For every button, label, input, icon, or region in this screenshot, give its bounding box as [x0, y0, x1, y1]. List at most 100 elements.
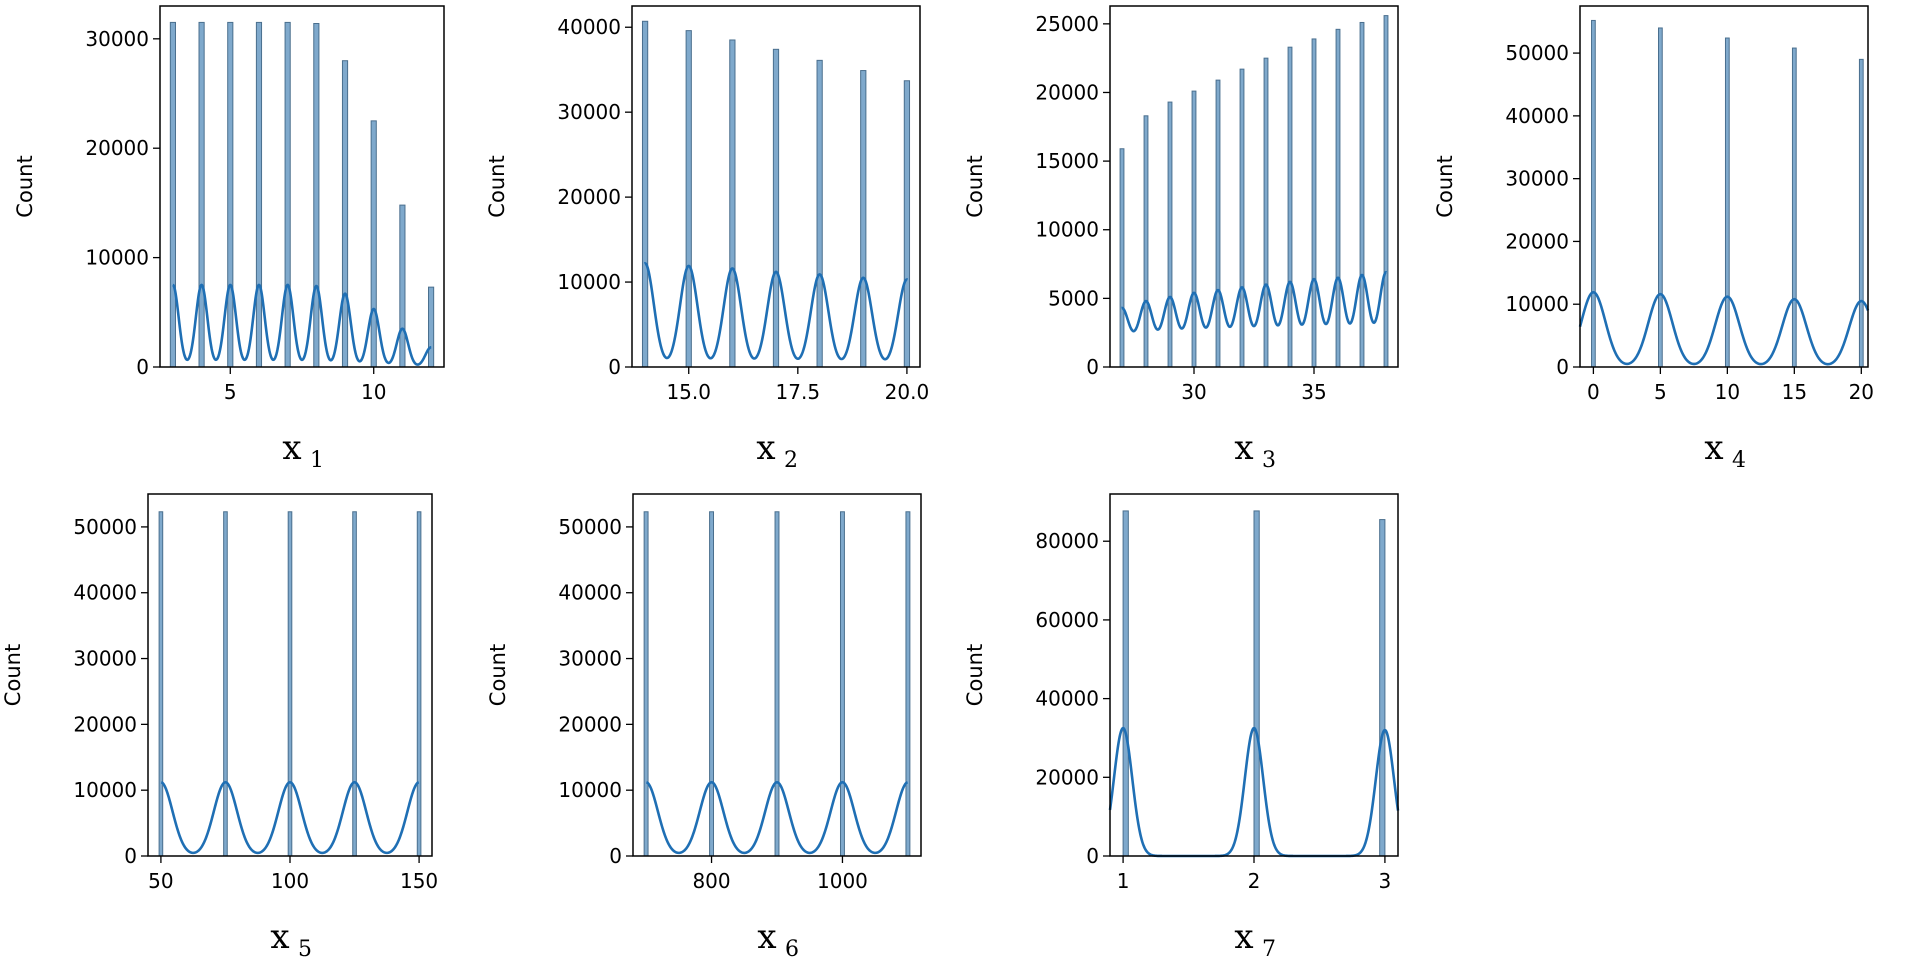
y-axis-label: Count	[486, 644, 510, 706]
histogram-bar	[227, 21, 234, 368]
x-axis-label-subscript: 2	[784, 448, 798, 473]
y-axis-label: Count	[963, 155, 987, 217]
x-tick-label: 10	[1715, 380, 1740, 404]
y-tick-label: 20000	[1035, 80, 1099, 104]
y-tick-label: 10000	[558, 778, 622, 802]
y-axis-label: Count	[1433, 155, 1457, 217]
histogram-bar	[1591, 19, 1596, 368]
y-tick-label: 40000	[1505, 104, 1569, 128]
histogram-bar	[685, 30, 692, 368]
x-tick-label: 100	[271, 869, 309, 893]
y-tick-label: 0	[1086, 844, 1099, 868]
x-axis-label: x	[757, 917, 776, 957]
y-tick-label: 0	[124, 844, 137, 868]
y-tick-label: 40000	[73, 581, 137, 605]
axes-frame	[1579, 5, 1869, 368]
x-tick-label: 15	[1782, 380, 1807, 404]
x-tick-label: 20.0	[885, 380, 930, 404]
histogram-bar	[169, 21, 176, 368]
kde-curve	[160, 780, 420, 855]
x-axis-label: x	[1234, 428, 1253, 468]
histogram-bar	[1263, 57, 1269, 368]
x-tick-label: 3	[1379, 869, 1392, 893]
subplot-5: 0 10000 20000 30000 40000 50000 50 100 150 Count x…	[1, 493, 438, 960]
x-axis-label-subscript: 4	[1732, 448, 1746, 473]
x-tick-label: 1	[1117, 869, 1130, 893]
y-tick-label: 40000	[1035, 687, 1099, 711]
histogram-bar	[1379, 519, 1386, 857]
y-tick-label: 80000	[1035, 529, 1099, 553]
x-axis-label-subscript: 1	[310, 448, 324, 473]
histogram-bar	[641, 20, 649, 368]
x-tick-label: 150	[400, 869, 438, 893]
subplot-4: 0 10000 20000 30000 40000 50000 0 5 10 15 20 Count x…	[1433, 5, 1874, 473]
histogram-bar	[860, 70, 867, 368]
y-tick-label: 50000	[1505, 41, 1569, 65]
y-tick-label: 10000	[1505, 292, 1569, 316]
y-tick-label: 0	[609, 844, 622, 868]
histogram-bar	[1311, 38, 1317, 368]
histogram-bar	[1122, 510, 1129, 857]
histogram-bar	[158, 511, 164, 857]
y-tick-label: 25000	[1035, 12, 1099, 36]
x-tick-label: 10	[361, 380, 386, 404]
histogram-bar	[255, 21, 263, 368]
subplot-6: 0 10000 20000 30000 40000 50000 800 1000 Count x 6	[486, 493, 922, 960]
histogram-bar	[905, 511, 911, 857]
y-tick-label: 0	[1086, 355, 1099, 379]
histogram-bar	[1191, 90, 1197, 368]
x-tick-label: 0	[1587, 380, 1600, 404]
y-tick-label: 0	[136, 355, 149, 379]
axes-frame	[631, 5, 921, 368]
y-tick-label: 20000	[1505, 229, 1569, 253]
histogram-bar	[774, 511, 780, 857]
axes-frame	[1109, 5, 1399, 368]
x-axis-label: x	[1704, 428, 1723, 468]
y-tick-label: 40000	[558, 581, 622, 605]
histogram-bar	[903, 80, 911, 368]
y-axis-label: Count	[963, 644, 987, 706]
x-tick-label: 30	[1181, 380, 1206, 404]
y-tick-label: 30000	[85, 27, 149, 51]
y-tick-label: 50000	[73, 515, 137, 539]
kde-curve	[1121, 270, 1388, 333]
histogram-bar	[1215, 79, 1221, 368]
histogram-bar	[1239, 68, 1245, 368]
y-tick-label: 20000	[73, 712, 137, 736]
histogram-bar	[1359, 21, 1365, 368]
histogram-bar	[223, 511, 228, 857]
y-axis-label: Count	[13, 155, 37, 217]
histogram-bar	[399, 204, 406, 368]
x-axis-label: x	[1234, 917, 1253, 957]
x-axis-label: x	[282, 428, 301, 468]
histogram-bar	[1858, 58, 1864, 368]
y-tick-label: 0	[1556, 355, 1569, 379]
histogram-bar	[1791, 47, 1797, 368]
histogram-bar	[1143, 115, 1149, 368]
histogram-bar	[313, 23, 320, 368]
y-tick-label: 20000	[557, 185, 621, 209]
histogram-bar	[816, 59, 823, 368]
x-axis-label-subscript: 6	[785, 937, 799, 960]
y-axis-label: Count	[1, 644, 25, 706]
histogram-bar	[1383, 15, 1389, 368]
y-tick-label: 30000	[558, 647, 622, 671]
subplot-3: 0 5000 10000 15000 20000 25000 30 35 Count x 3	[963, 5, 1399, 473]
x-tick-label: 15.0	[666, 380, 711, 404]
histogram-bar	[428, 286, 435, 368]
x-tick-label: 800	[692, 869, 730, 893]
y-tick-label: 5000	[1048, 286, 1099, 310]
histogram-bar	[709, 511, 715, 857]
y-tick-label: 15000	[1035, 149, 1099, 173]
y-tick-label: 30000	[73, 647, 137, 671]
histogram-bar	[284, 21, 291, 368]
y-tick-label: 40000	[557, 15, 621, 39]
kde-curve	[172, 283, 432, 366]
histogram-bar	[1658, 27, 1663, 368]
x-tick-label: 17.5	[776, 380, 821, 404]
histogram-bar	[1167, 101, 1173, 368]
histogram-bar	[341, 60, 349, 368]
y-axis-label: Count	[485, 155, 509, 217]
subplot-2: 0 10000 20000 30000 40000 15.0 17.5 20.0 Count x 2	[485, 5, 930, 473]
